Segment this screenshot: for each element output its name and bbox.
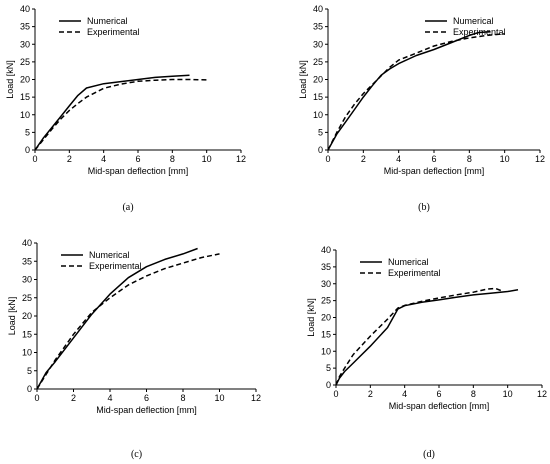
- y-tick-label: 15: [313, 92, 323, 102]
- x-axis-label: Mid-span deflection [mm]: [88, 166, 189, 176]
- chart-panel-c: 0 2 4 6 8 10 12 0 5 10 15 20 25 30 35 40 Mid-span deflec…: [7, 238, 261, 460]
- y-tick-label: 30: [313, 39, 323, 49]
- y-tick-label: 5: [318, 127, 323, 137]
- y-tick-label: 0: [326, 380, 331, 390]
- y-tick-label: 40: [313, 4, 323, 14]
- legend-label-numerical: Numerical: [89, 250, 130, 260]
- x-tick-label: 12: [251, 393, 261, 403]
- x-tick-label: 8: [170, 154, 175, 164]
- y-tick-label: 10: [321, 346, 331, 356]
- chart-panel-d: 0 2 4 6 8 10 12 0 5 10 15 20 25 30 35 40 Mid-span deflec…: [306, 245, 547, 460]
- legend-label-experimental: Experimental: [89, 261, 142, 271]
- y-tick-label: 30: [22, 275, 32, 285]
- y-tick-label: 25: [313, 57, 323, 67]
- y-axis-label: Load [kN]: [5, 60, 15, 99]
- x-tick-label: 2: [368, 389, 373, 399]
- y-tick-label: 35: [313, 22, 323, 32]
- y-tick-label: 25: [20, 57, 30, 67]
- x-tick-label: 10: [500, 154, 510, 164]
- y-tick-label: 20: [22, 311, 32, 321]
- x-tick-label: 12: [537, 389, 547, 399]
- x-tick-label: 12: [236, 154, 246, 164]
- x-tick-label: 6: [436, 389, 441, 399]
- y-axis-label: Load [kN]: [306, 298, 316, 337]
- y-tick-label: 40: [22, 238, 32, 248]
- panel-label-c: (c): [131, 449, 142, 460]
- y-tick-label: 10: [22, 348, 32, 358]
- x-tick-label: 4: [101, 154, 106, 164]
- series-line-experimental: [335, 287, 502, 386]
- y-tick-label: 5: [326, 363, 331, 373]
- y-tick-label: 40: [321, 245, 331, 255]
- x-tick-label: 6: [144, 393, 149, 403]
- series-line-experimental: [36, 253, 220, 390]
- legend-label-numerical: Numerical: [453, 16, 494, 26]
- y-tick-label: 25: [321, 296, 331, 306]
- y-tick-label: 15: [321, 329, 331, 339]
- x-axis-label: Mid-span deflection [mm]: [96, 405, 197, 415]
- y-tick-label: 30: [20, 39, 30, 49]
- x-tick-label: 10: [503, 389, 513, 399]
- series-line-numerical: [34, 74, 190, 151]
- x-tick-label: 8: [471, 389, 476, 399]
- x-tick-label: 2: [361, 154, 366, 164]
- x-tick-label: 0: [333, 389, 338, 399]
- x-tick-label: 6: [431, 154, 436, 164]
- y-tick-label: 15: [20, 92, 30, 102]
- x-tick-label: 0: [32, 154, 37, 164]
- y-tick-label: 20: [20, 75, 30, 85]
- y-tick-label: 0: [25, 145, 30, 155]
- x-axis-label: Mid-span deflection [mm]: [389, 401, 490, 411]
- x-tick-label: 4: [396, 154, 401, 164]
- y-axis-label: Load [kN]: [298, 60, 308, 99]
- y-tick-label: 20: [313, 75, 323, 85]
- x-tick-label: 2: [67, 154, 72, 164]
- y-axis-label: Load [kN]: [7, 297, 17, 336]
- panel-label-b: (b): [418, 202, 430, 213]
- chart-panel-b: 0 2 4 6 8 10 12 0 5 10 15 20 25 30 35 40 Mid-span deflec…: [298, 4, 545, 213]
- y-tick-label: 10: [20, 110, 30, 120]
- y-tick-label: 20: [321, 313, 331, 323]
- x-tick-label: 10: [214, 393, 224, 403]
- y-tick-label: 35: [20, 22, 30, 32]
- y-tick-label: 5: [27, 366, 32, 376]
- y-tick-label: 35: [321, 262, 331, 272]
- x-tick-label: 0: [325, 154, 330, 164]
- x-tick-label: 10: [202, 154, 212, 164]
- x-tick-label: 8: [180, 393, 185, 403]
- x-tick-label: 0: [34, 393, 39, 403]
- legend-label-experimental: Experimental: [87, 27, 140, 37]
- y-tick-label: 35: [22, 256, 32, 266]
- y-tick-label: 10: [313, 110, 323, 120]
- series-line-numerical: [327, 30, 491, 151]
- x-tick-label: 4: [107, 393, 112, 403]
- x-tick-label: 12: [535, 154, 545, 164]
- series-line-experimental: [327, 32, 505, 151]
- x-axis-label: Mid-span deflection [mm]: [384, 166, 485, 176]
- legend-label-numerical: Numerical: [388, 257, 429, 267]
- y-tick-label: 30: [321, 279, 331, 289]
- y-tick-label: 25: [22, 293, 32, 303]
- y-tick-label: 15: [22, 329, 32, 339]
- y-tick-label: 40: [20, 4, 30, 14]
- legend-label-experimental: Experimental: [453, 27, 506, 37]
- x-tick-label: 6: [135, 154, 140, 164]
- y-tick-label: 0: [27, 384, 32, 394]
- panel-label-a: (a): [122, 202, 133, 213]
- x-tick-label: 4: [402, 389, 407, 399]
- panel-label-d: (d): [423, 449, 435, 460]
- series-line-experimental: [34, 78, 207, 151]
- chart-panel-a: 0 2 4 6 8 10 12 0 5 10 15 20 25 30 35 40 Mid-span deflec…: [5, 4, 246, 213]
- legend-label-numerical: Numerical: [87, 16, 128, 26]
- y-tick-label: 0: [318, 145, 323, 155]
- y-tick-label: 5: [25, 127, 30, 137]
- x-tick-label: 2: [71, 393, 76, 403]
- legend-label-experimental: Experimental: [388, 268, 441, 278]
- x-tick-label: 8: [467, 154, 472, 164]
